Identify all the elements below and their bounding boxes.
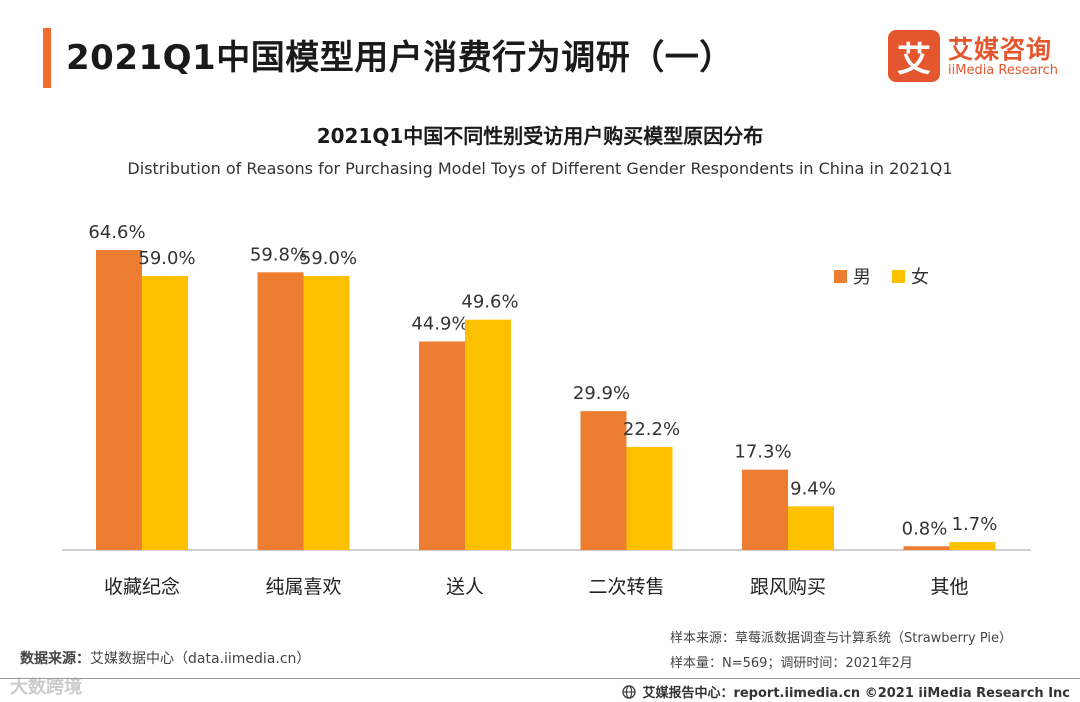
data-label-male-1: 59.8% bbox=[250, 244, 307, 265]
data-source-label: 数据来源： bbox=[20, 651, 90, 667]
data-label-male-4: 17.3% bbox=[734, 442, 791, 463]
data-label-male-3: 29.9% bbox=[573, 383, 630, 404]
logo-mark-icon: 艾 bbox=[888, 30, 940, 82]
bar-female-4 bbox=[788, 506, 834, 550]
data-label-female-2: 49.6% bbox=[461, 292, 518, 313]
legend-label-male: 男 bbox=[853, 267, 871, 288]
legend-label-female: 女 bbox=[911, 267, 929, 288]
bar-male-3 bbox=[580, 411, 627, 550]
title-accent-bar bbox=[43, 28, 51, 88]
category-label-0: 收藏纪念 bbox=[104, 575, 180, 598]
data-label-female-3: 22.2% bbox=[623, 419, 680, 440]
bar-male-4 bbox=[742, 469, 788, 550]
category-label-1: 纯属喜欢 bbox=[265, 576, 341, 598]
bar-male-5 bbox=[903, 546, 950, 550]
logo-text-cn: 艾媒咨询 bbox=[948, 35, 1053, 64]
legend-swatch-male bbox=[834, 270, 847, 283]
watermark: 大数跨境 bbox=[10, 677, 82, 698]
legend-swatch-female bbox=[892, 270, 905, 283]
footer-divider bbox=[0, 678, 1080, 679]
bar-male-2 bbox=[419, 341, 465, 550]
data-label-female-5: 1.7% bbox=[952, 514, 998, 535]
data-label-male-0: 64.6% bbox=[88, 222, 145, 243]
data-label-male-2: 44.9% bbox=[411, 313, 468, 334]
bar-female-1 bbox=[303, 276, 350, 550]
data-label-female-1: 59.0% bbox=[300, 248, 357, 269]
data-source: 数据来源：艾媒数据中心（data.iimedia.cn） bbox=[20, 648, 310, 668]
category-label-3: 二次转售 bbox=[588, 576, 664, 598]
data-label-male-5: 0.8% bbox=[902, 518, 948, 539]
page-title: 2021Q1中国模型用户消费行为调研（一） bbox=[66, 38, 734, 78]
data-label-female-0: 59.0% bbox=[138, 248, 195, 269]
logo-text-en: iiMedia Research bbox=[948, 63, 1059, 78]
bar-female-2 bbox=[465, 319, 511, 550]
chart-subtitle: Distribution of Reasons for Purchasing M… bbox=[127, 159, 953, 178]
brand-logo: 艾 艾媒咨询 iiMedia Research bbox=[888, 30, 1068, 82]
footer-text: 艾媒报告中心：report.iimedia.cn ©2021 iiMedia R… bbox=[642, 686, 1070, 701]
sample-source: 样本来源：草莓派数据调查与计算系统（Strawberry Pie） bbox=[670, 631, 1012, 646]
sample-size: 样本量：N=569；调研时间：2021年2月 bbox=[670, 656, 913, 671]
data-source-value: 艾媒数据中心（data.iimedia.cn） bbox=[90, 651, 311, 667]
category-label-5: 其他 bbox=[930, 576, 968, 598]
globe-icon bbox=[622, 684, 637, 699]
bar-female-3 bbox=[626, 446, 673, 550]
bar-female-0 bbox=[142, 276, 188, 550]
bar-male-1 bbox=[257, 272, 304, 550]
category-label-4: 跟风购买 bbox=[750, 576, 826, 598]
data-label-female-4: 9.4% bbox=[790, 478, 836, 499]
bar-female-5 bbox=[949, 542, 996, 550]
bar-male-0 bbox=[96, 250, 142, 550]
chart-title: 2021Q1中国不同性别受访用户购买模型原因分布 bbox=[316, 124, 764, 148]
category-label-2: 送人 bbox=[446, 576, 484, 598]
footer: 艾媒报告中心：report.iimedia.cn ©2021 iiMedia R… bbox=[622, 682, 1070, 701]
